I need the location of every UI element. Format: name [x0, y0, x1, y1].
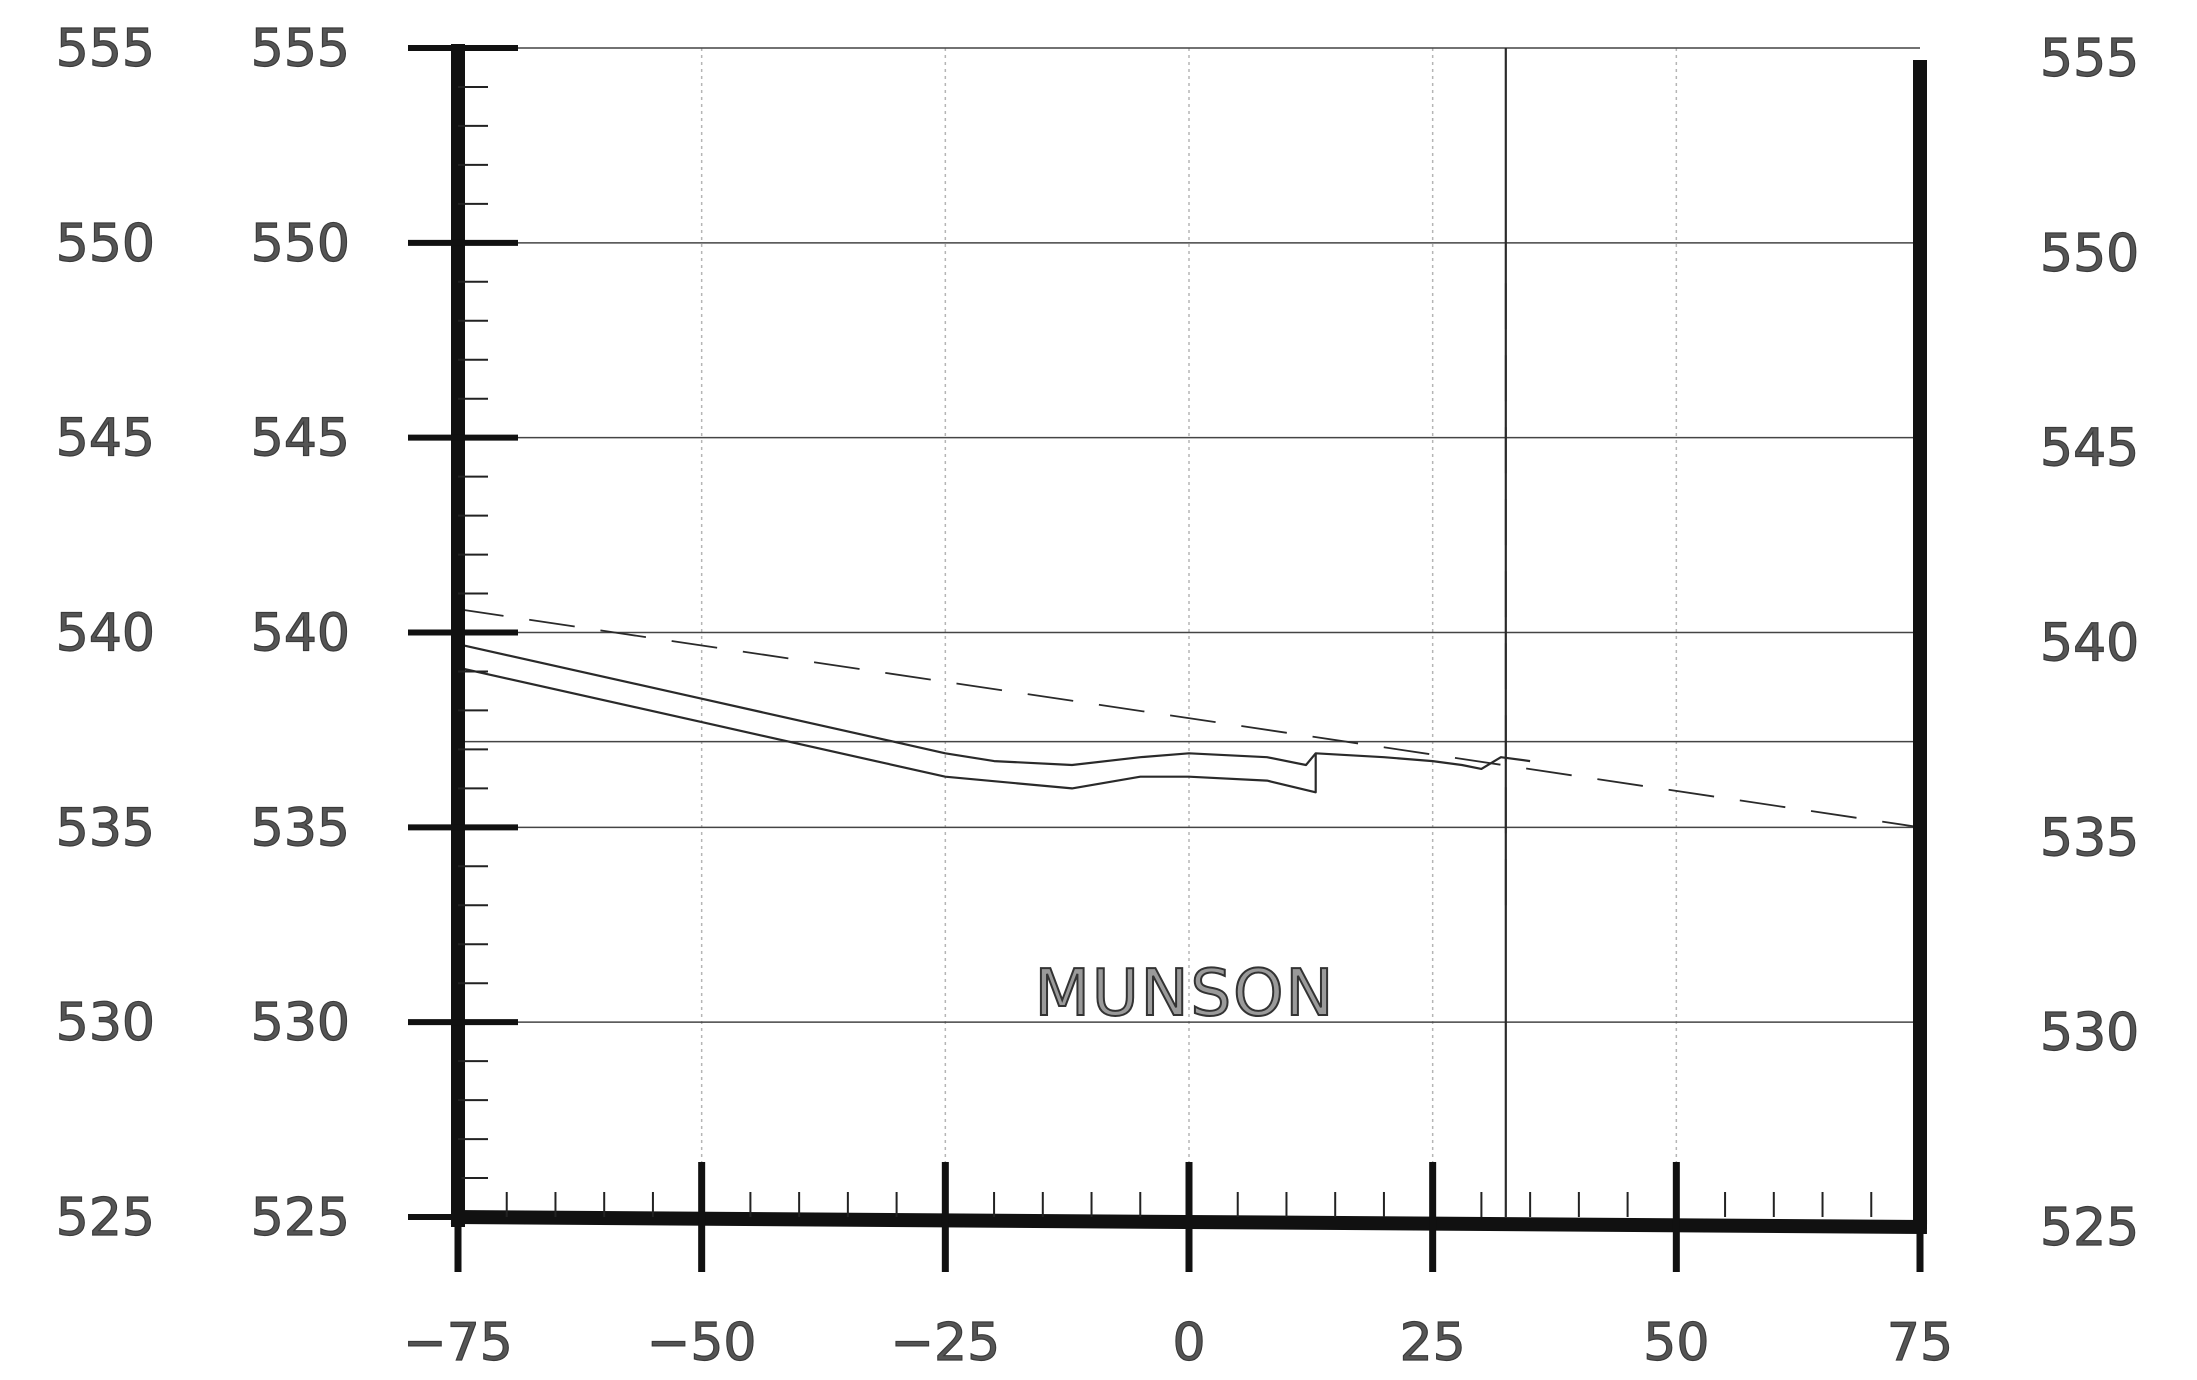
x-tick-label: 0	[1172, 1313, 1205, 1373]
y-tick-label-outer: 530	[56, 993, 155, 1053]
chart-annotation: MUNSON	[1035, 957, 1336, 1031]
y-tick-label-right: 550	[2040, 224, 2139, 284]
y-tick-label-inner: 530	[251, 993, 350, 1053]
y-tick-label-right: 535	[2040, 808, 2139, 868]
x-tick-label: 50	[1643, 1313, 1709, 1373]
y-tick-label-inner: 540	[251, 604, 350, 664]
y-tick-label-inner: 525	[251, 1188, 350, 1248]
y-tick-label-outer: 535	[56, 798, 155, 858]
y-tick-label-outer: 550	[56, 214, 155, 274]
y-tick-label-right: 525	[2040, 1198, 2139, 1258]
series-line-3	[457, 666, 1317, 794]
x-tick-label: 75	[1887, 1313, 1953, 1373]
y-tick-label-outer: 540	[56, 604, 155, 664]
y-tick-label-inner: 545	[251, 409, 350, 469]
series-lines	[457, 48, 1921, 1217]
x-tick-label: −25	[890, 1313, 1000, 1373]
tick-labels: 525 525 525 530 530 530 535 535 535 540 540 540 545 5…	[55, 18, 2140, 1373]
y-tick-label-inner: 550	[251, 214, 350, 274]
grid	[458, 47, 1920, 1217]
axes	[408, 44, 1928, 1272]
x-tick-label: 25	[1400, 1313, 1466, 1373]
series-line-2	[457, 643, 1531, 771]
y-tick-label-right: 555	[2040, 29, 2139, 89]
series-line-1	[457, 608, 1921, 829]
x-tick-label: −50	[647, 1313, 757, 1373]
y-tick-label-inner: 555	[251, 19, 350, 79]
y-tick-label-right: 540	[2040, 614, 2139, 674]
x-tick-label: −75	[403, 1313, 513, 1373]
y-tick-label-outer: 525	[56, 1188, 155, 1248]
y-tick-label-outer: 555	[56, 19, 155, 79]
y-tick-label-inner: 535	[251, 798, 350, 858]
y-tick-label-outer: 545	[56, 409, 155, 469]
y-tick-label-right: 545	[2040, 419, 2139, 479]
y-tick-label-right: 530	[2040, 1003, 2139, 1063]
